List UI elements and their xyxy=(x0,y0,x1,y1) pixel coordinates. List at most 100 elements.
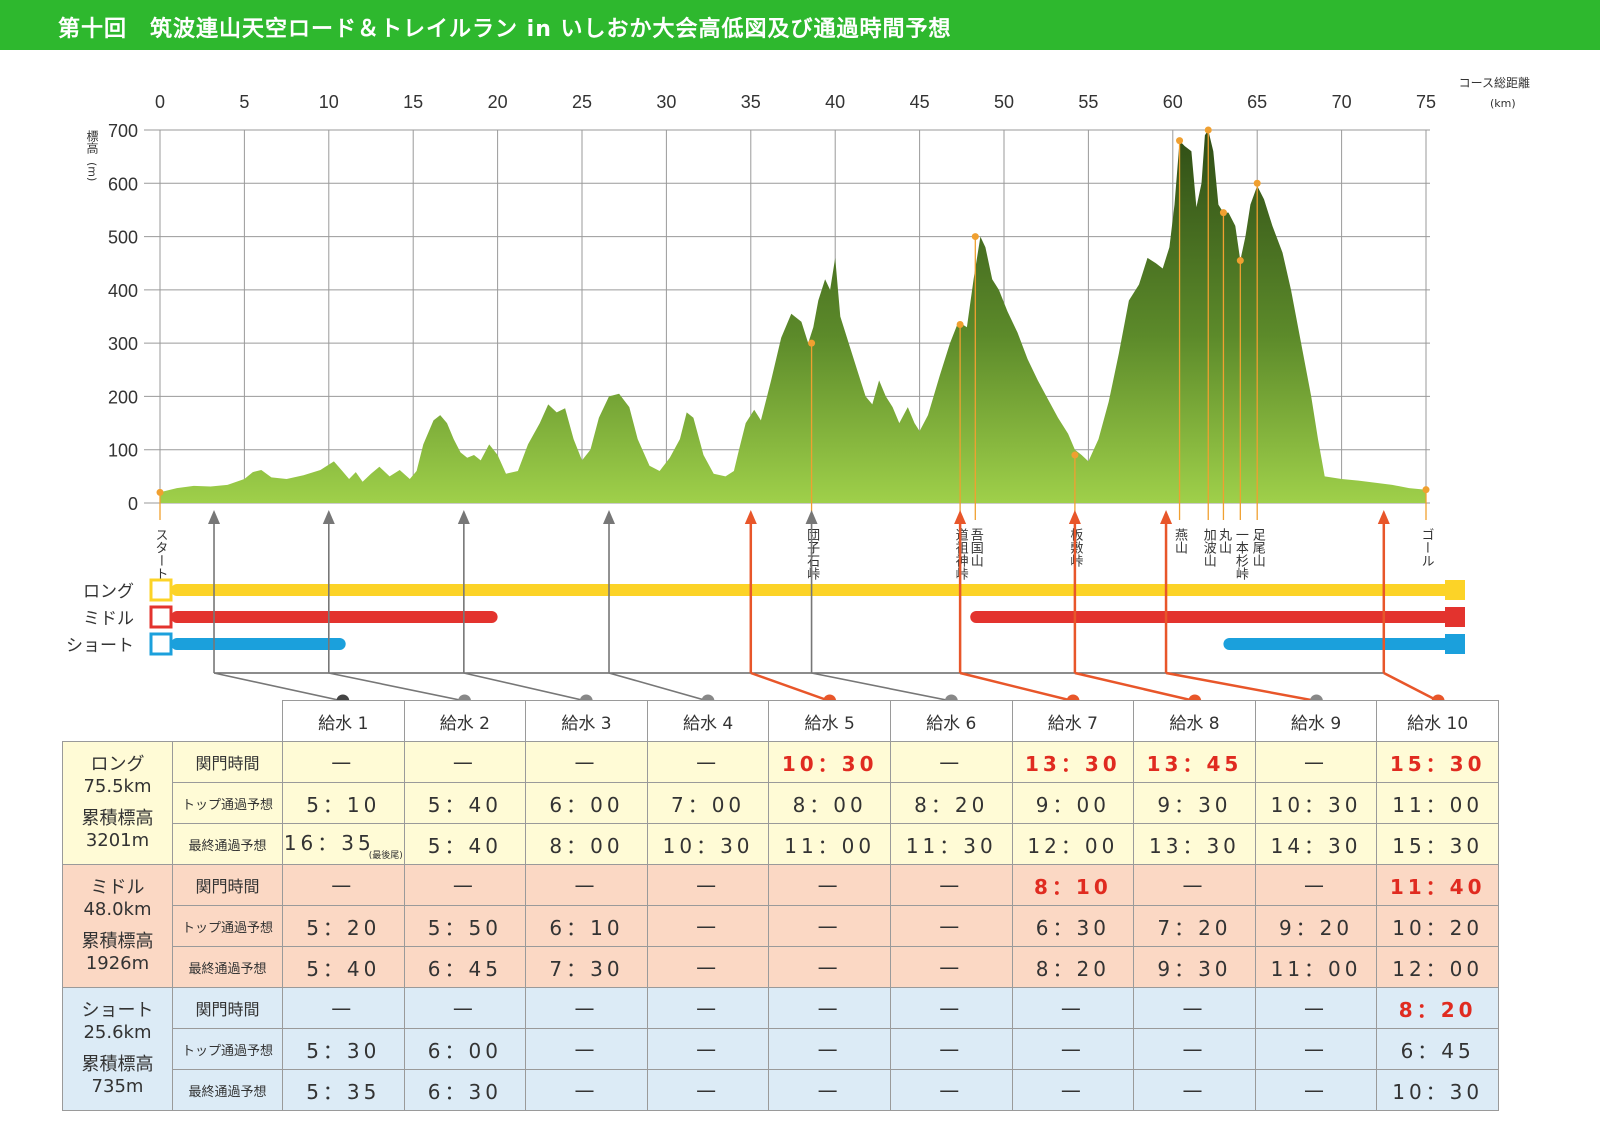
time-value: — xyxy=(452,873,477,897)
aid-leader xyxy=(959,671,1074,700)
time-value: — xyxy=(939,955,964,979)
time-cell: — xyxy=(1011,1028,1135,1070)
time-value: — xyxy=(817,873,842,897)
time-value: — xyxy=(452,750,477,774)
time-cell: 15：30 xyxy=(1376,823,1499,865)
aid-dot xyxy=(944,694,958,700)
time-cell: 11：40 xyxy=(1376,864,1499,906)
title-bar: 第十回 筑波連山天空ロード＆トレイルラン in いしおか大会高低図及び通過時間予… xyxy=(0,0,1600,50)
time-value: — xyxy=(817,1078,842,1102)
time-value: — xyxy=(696,750,721,774)
time-cell: 6：00 xyxy=(525,782,648,824)
time-cell: 11：00 xyxy=(1254,946,1378,988)
time-cell: 8：00 xyxy=(525,823,648,865)
time-value: 9：30 xyxy=(1157,956,1232,981)
time-value: — xyxy=(696,1037,721,1061)
course-category-line1: ロング xyxy=(90,754,145,775)
time-value: 10：30 xyxy=(1392,1079,1484,1104)
row-label: トップ通過予想 xyxy=(172,905,283,947)
y-tick-label: 400 xyxy=(108,281,138,301)
time-cell: — xyxy=(768,987,891,1029)
connector-layer xyxy=(208,510,1445,700)
time-cell: 5：50 xyxy=(403,905,527,947)
course-category-cell: ショート 25.6km 累積標高 735m xyxy=(62,987,173,1111)
time-cell: — xyxy=(889,987,1013,1029)
time-value: 8：00 xyxy=(549,833,624,858)
time-value: 10：30 xyxy=(662,833,754,858)
last-runner-note: (最後尾) xyxy=(368,851,403,861)
elevation-area xyxy=(160,130,1426,503)
course-start-box xyxy=(149,578,173,602)
landmark-dot xyxy=(1204,126,1212,134)
row-label: 関門時間 xyxy=(172,987,283,1029)
time-value: — xyxy=(1304,750,1329,774)
time-value: 13：30 xyxy=(1025,751,1121,776)
page-title: 第十回 筑波連山天空ロード＆トレイルラン in いしおか大会高低図及び通過時間予… xyxy=(58,17,952,42)
x-tick-label: 5 xyxy=(239,92,249,112)
time-cell: — xyxy=(889,864,1013,906)
time-cell: 13：30 xyxy=(1011,741,1135,783)
time-value: — xyxy=(696,914,721,938)
time-cell: — xyxy=(1133,1069,1256,1111)
time-value: 10：30 xyxy=(1270,792,1362,817)
aid-leader xyxy=(750,671,831,700)
time-cell: — xyxy=(889,905,1013,947)
landmark-dot xyxy=(956,320,964,328)
category-gap xyxy=(63,921,172,931)
time-value: — xyxy=(452,996,477,1020)
x-tick-label: 45 xyxy=(910,92,930,112)
time-value: 13：45 xyxy=(1146,751,1243,776)
aid-arrow-head xyxy=(744,510,757,524)
time-value: 10：20 xyxy=(1392,915,1484,940)
time-cell: — xyxy=(768,905,891,947)
table-row: 最終通過予想 5：35 6：30 — — — — — — — 10：30 xyxy=(63,1069,1499,1111)
time-value: — xyxy=(1182,1037,1207,1061)
category-gap xyxy=(63,798,172,808)
landmark-dot xyxy=(808,339,816,347)
time-cell: — xyxy=(1133,864,1256,906)
time-cell: 14：30 xyxy=(1254,823,1378,865)
landmark-dot xyxy=(156,488,164,496)
x-tick-label: 25 xyxy=(572,92,592,112)
aid-arrow-head xyxy=(805,510,818,524)
time-value: 15：30 xyxy=(1392,833,1484,858)
time-cell: — xyxy=(403,864,527,906)
aid-leader xyxy=(1383,671,1439,700)
course-category-line2: 48.0km xyxy=(83,899,152,920)
time-cell: 12：00 xyxy=(1011,823,1135,865)
course-category-line3: 累積標高 xyxy=(81,808,154,829)
time-cell: — xyxy=(1011,987,1135,1029)
time-value: 5：40 xyxy=(427,792,502,817)
time-cell: — xyxy=(646,905,770,947)
time-value: 11：40 xyxy=(1389,874,1486,899)
aid-dot xyxy=(1188,694,1202,700)
landmark-label: 一本杉峠 xyxy=(1233,528,1249,580)
time-cell: — xyxy=(646,741,770,783)
landmark-dot xyxy=(1253,179,1261,187)
time-value: 13：30 xyxy=(1149,833,1240,858)
time-cell: — xyxy=(282,987,405,1029)
time-value: — xyxy=(1182,996,1207,1020)
time-cell: — xyxy=(525,864,648,906)
aid-dot xyxy=(823,694,837,700)
time-cell: 5：40 xyxy=(282,946,405,988)
x-tick-label: 55 xyxy=(1078,92,1098,112)
time-value: 8：20 xyxy=(914,792,989,817)
time-cell: 7：30 xyxy=(525,946,648,988)
time-value: 5：50 xyxy=(427,915,502,940)
aid-station-header: 給水 3 xyxy=(525,700,648,742)
time-cell: 10：30 xyxy=(1254,782,1378,824)
time-value: — xyxy=(696,996,721,1020)
time-value: 5：30 xyxy=(306,1038,381,1063)
time-value: — xyxy=(696,1078,721,1102)
time-cell: 9：30 xyxy=(1133,946,1256,988)
course-segment xyxy=(1223,638,1462,650)
course-segment xyxy=(171,584,1462,596)
time-cell: — xyxy=(646,1069,770,1111)
time-cell: — xyxy=(1133,1028,1256,1070)
table-row: 最終通過予想 5：40 6：45 7：30 — — — 8：20 9：30 11：00 12：00 xyxy=(63,946,1499,988)
time-cell: 5：10 xyxy=(282,782,405,824)
x-tick-label: 50 xyxy=(994,92,1014,112)
time-cell: 11：00 xyxy=(768,823,891,865)
time-cell: — xyxy=(403,987,527,1029)
